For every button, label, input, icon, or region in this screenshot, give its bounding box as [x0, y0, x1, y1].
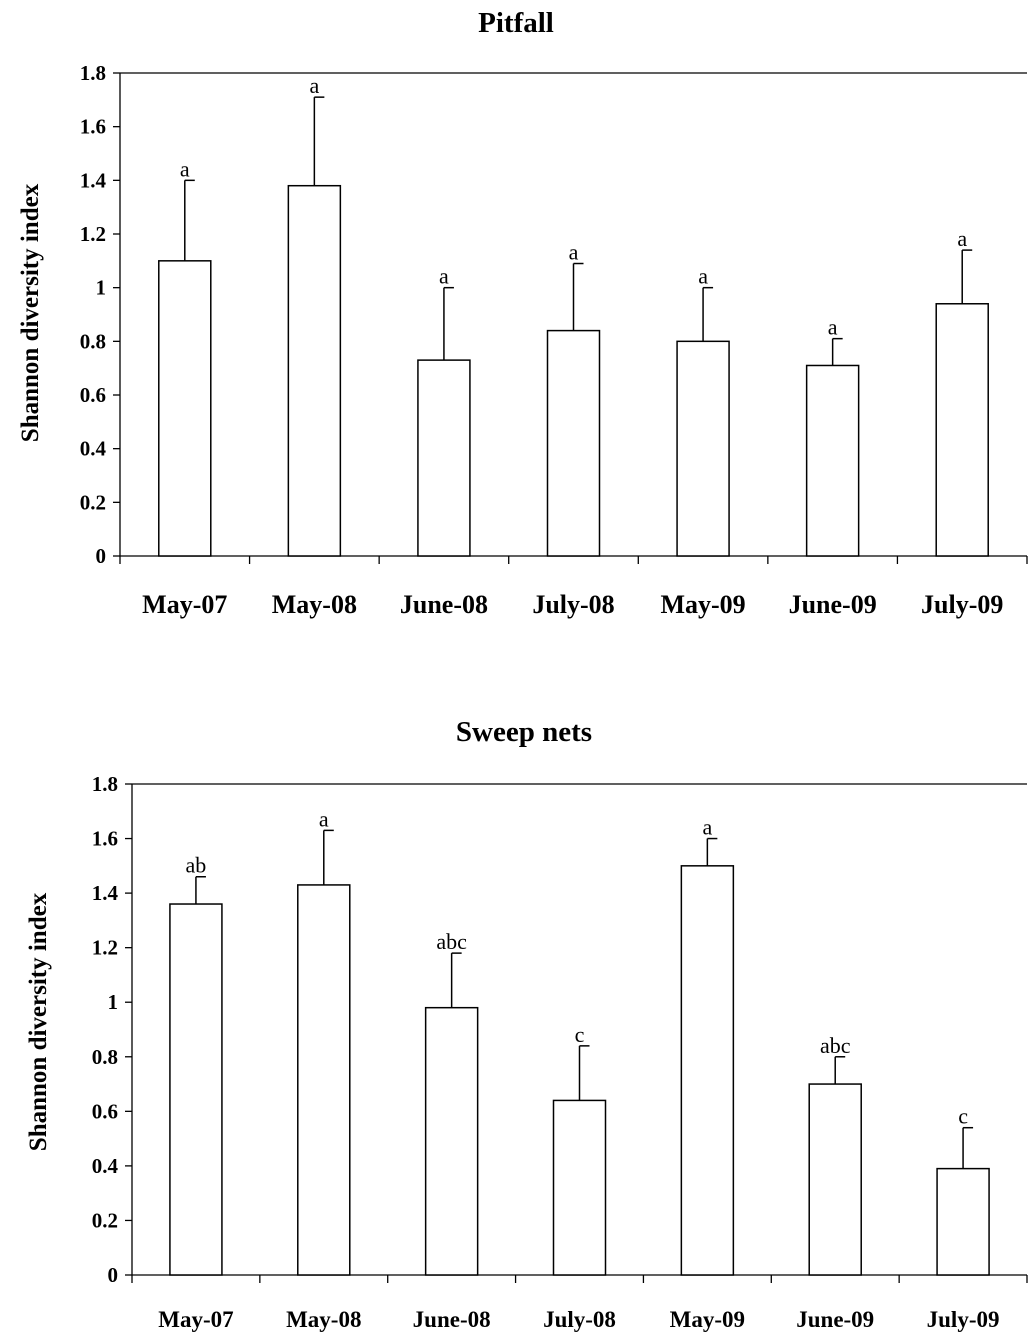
significance-label: abc — [436, 929, 467, 954]
y-tick-label: 1.4 — [92, 881, 119, 905]
plot-area: 0 0.2 0.4 0.6 0.8 1 1.2 1.4 1.6 1.8 ab May-07 a May-0… — [92, 772, 1028, 1332]
x-tick-label: May-08 — [272, 590, 357, 619]
y-tick-label: 1.8 — [80, 61, 106, 85]
y-tick-label: 0 — [96, 544, 107, 568]
significance-label: a — [309, 73, 319, 98]
bar — [935, 303, 989, 557]
y-tick-label: 1 — [96, 276, 107, 300]
sweep-nets-chart: Sweep nets Shannon diversity index 00.20… — [25, 716, 1028, 1332]
y-tick-label: 1.8 — [92, 772, 118, 796]
x-tick-label: May-07 — [142, 590, 227, 619]
x-tick-label: July-09 — [921, 590, 1003, 619]
x-tick-label: June-08 — [400, 590, 488, 619]
significance-label: a — [957, 226, 967, 251]
y-tick-label: 1.6 — [80, 115, 106, 139]
x-tick-label: June-09 — [789, 590, 877, 619]
y-tick-label: 0.4 — [92, 1154, 119, 1178]
x-tick-label: May-09 — [660, 590, 745, 619]
bar — [805, 364, 860, 557]
y-axis-label: Shannon diversity index — [25, 892, 52, 1151]
bar — [676, 340, 730, 557]
y-tick-label: 1.4 — [80, 168, 107, 192]
x-tick-label: May-08 — [286, 1307, 361, 1332]
x-tick-label: May-07 — [158, 1307, 233, 1332]
chart-title: Pitfall — [478, 7, 554, 39]
significance-label: ab — [186, 853, 207, 878]
x-tick-label: May-09 — [670, 1307, 745, 1332]
significance-label: a — [319, 806, 329, 831]
significance-label: a — [569, 240, 579, 265]
x-tick-label: July-08 — [543, 1307, 616, 1332]
bar — [297, 884, 351, 1276]
significance-label: a — [439, 264, 449, 289]
significance-label: c — [575, 1022, 585, 1047]
bar — [808, 1083, 862, 1276]
bar — [552, 1099, 607, 1276]
y-tick-label: 0.4 — [80, 437, 107, 461]
significance-label: c — [958, 1104, 968, 1129]
significance-label: a — [702, 815, 712, 840]
y-axis-label: Shannon diversity index — [17, 183, 44, 442]
significance-label: abc — [820, 1033, 851, 1058]
chart-title: Sweep nets — [456, 716, 592, 748]
x-tick-label: June-08 — [413, 1307, 491, 1332]
significance-label: a — [828, 315, 838, 340]
y-tick-label: 0.6 — [80, 383, 106, 407]
pitfall-chart: Pitfall Shannon diversity index 00.20.40… — [17, 7, 1028, 619]
y-tick-label: 1 — [108, 990, 119, 1014]
plot-area: 0 0.2 0.4 0.6 0.8 1 1.2 1.4 1.6 1.8 a May-07 a May-08… — [80, 61, 1028, 619]
bar — [417, 359, 471, 557]
y-tick-label: 1.6 — [92, 827, 118, 851]
bar — [424, 1006, 479, 1276]
y-tick-label: 1.2 — [80, 222, 106, 246]
significance-label: a — [698, 264, 708, 289]
x-tick-label: June-09 — [796, 1307, 874, 1332]
bar — [169, 903, 223, 1276]
x-tick-label: July-09 — [927, 1307, 1000, 1332]
bar — [680, 865, 735, 1276]
bar — [158, 260, 212, 557]
bar — [546, 329, 601, 557]
bar — [936, 1167, 990, 1276]
significance-label: a — [180, 156, 190, 181]
x-tick-label: July-08 — [532, 590, 614, 619]
y-tick-label: 1.2 — [92, 936, 118, 960]
y-tick-label: 0.8 — [80, 329, 106, 353]
y-tick-label: 0.6 — [92, 1099, 118, 1123]
y-tick-label: 0.8 — [92, 1045, 118, 1069]
y-tick-label: 0.2 — [80, 490, 106, 514]
y-tick-label: 0 — [108, 1263, 119, 1287]
y-tick-label: 0.2 — [92, 1208, 118, 1232]
bar — [287, 184, 342, 557]
